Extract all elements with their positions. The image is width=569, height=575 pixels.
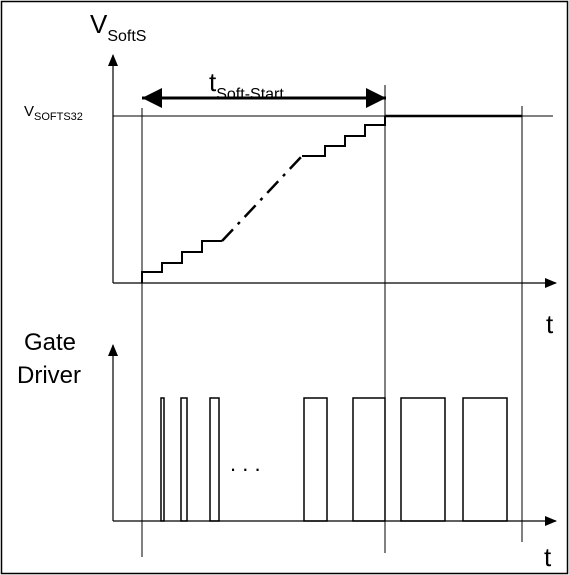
gate-pulse-2 — [180, 397, 188, 522]
upper-x-axis-label: t — [546, 309, 554, 339]
upper-y-label-main: V — [90, 9, 108, 39]
interval-arrowhead-right — [366, 88, 386, 108]
gate-pulse-7 — [462, 397, 508, 522]
upper-y-axis-label: VSoftS — [90, 9, 146, 45]
lower-plot: Gate Driver . . . t — [17, 329, 557, 572]
upper-y-label-sub: SoftS — [107, 28, 146, 45]
gate-pulse-5 — [352, 397, 386, 522]
upper-plot: VSoftS VSOFTS32 tSoft-Start t — [24, 9, 557, 339]
dash-dot-ramp — [221, 155, 303, 242]
interval-label-main: t — [209, 67, 217, 97]
gate-pulse-4 — [303, 397, 328, 522]
level-label: VSOFTS32 — [24, 103, 83, 123]
lower-y-label-line1: Gate — [24, 329, 76, 356]
interval-label-sub: Soft-Start — [216, 86, 284, 103]
level-label-sub: SOFTS32 — [34, 111, 83, 123]
pulse-ellipsis: . . . — [230, 451, 261, 476]
level-label-main: V — [24, 103, 34, 120]
lower-x-axis-label: t — [544, 542, 552, 572]
interval-arrowhead-left — [142, 88, 162, 108]
lower-y-label-line2: Driver — [17, 362, 81, 389]
lower-y-axis-label: Gate Driver — [17, 329, 83, 389]
gate-pulse-3 — [209, 397, 220, 522]
staircase-lower — [141, 240, 222, 283]
gate-pulse-1 — [160, 397, 165, 522]
gate-pulse-6 — [400, 397, 446, 522]
staircase-upper — [302, 116, 386, 157]
